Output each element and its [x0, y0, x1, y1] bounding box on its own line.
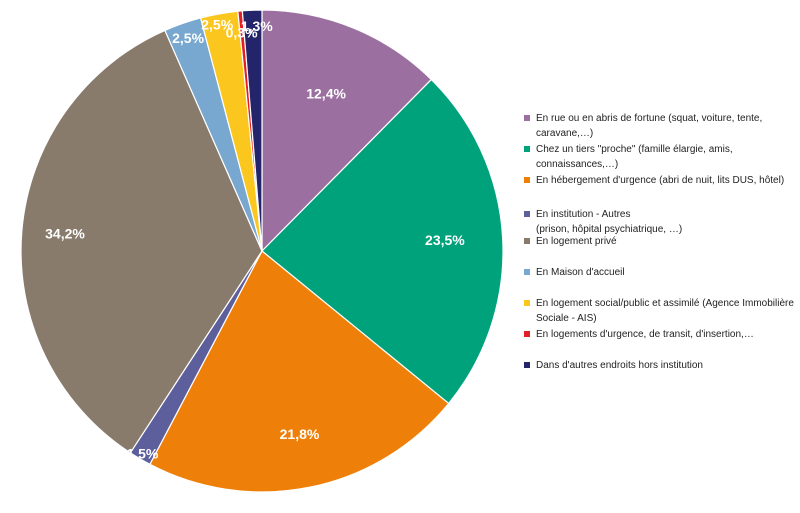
slice-value-label: 21,8% [280, 426, 320, 442]
legend-label: En logements d'urgence, de transit, d'in… [536, 329, 754, 340]
legend-swatch [524, 238, 530, 244]
legend-item: Chez un tiers "proche" (famille élargie,… [524, 142, 794, 172]
legend-label: Chez un tiers "proche" (famille élargie,… [536, 144, 733, 170]
legend-item: Dans d'autres endroits hors institution [524, 358, 794, 373]
legend-item: En logement privé [524, 234, 794, 249]
legend-swatch [524, 300, 530, 306]
legend-label: Dans d'autres endroits hors institution [536, 360, 703, 371]
pie-value-labels: 12,4%23,5%21,8%1,5%34,2%2,5%2,5%0,3%1,3% [45, 16, 465, 461]
legend-label: En logement privé [536, 236, 617, 247]
pie-slice-3 [149, 250, 450, 493]
legend-swatch [524, 115, 530, 121]
legend-item: En hébergement d'urgence (abri de nuit, … [524, 173, 794, 188]
pie-slice-1 [261, 9, 433, 253]
slice-value-label: 23,5% [425, 232, 465, 248]
legend-swatch [524, 331, 530, 337]
pie-slices [20, 9, 504, 493]
legend-label: En Maison d'accueil [536, 267, 625, 278]
legend-item: En logement social/public et assimilé (A… [524, 296, 794, 326]
legend-label: En institution - Autres (prison, hôpital… [536, 209, 683, 235]
pie-slice-5 [20, 29, 263, 454]
slice-value-label: 34,2% [45, 226, 85, 242]
legend-item: En logements d'urgence, de transit, d'in… [524, 327, 794, 342]
legend-swatch [524, 177, 530, 183]
legend-item: En institution - Autres (prison, hôpital… [524, 207, 794, 237]
pie-slice-2 [261, 78, 504, 405]
slice-value-label: 0,3% [226, 25, 258, 41]
legend-label: En rue ou en abris de fortune (squat, vo… [536, 113, 763, 139]
legend-swatch [524, 211, 530, 217]
legend-swatch [524, 362, 530, 368]
slice-value-label: 2,5% [201, 16, 233, 32]
legend-item: En Maison d'accueil [524, 265, 794, 280]
legend-label: En hébergement d'urgence (abri de nuit, … [536, 175, 785, 186]
pie-slice-9 [241, 9, 263, 252]
slice-value-label: 1,3% [241, 18, 273, 34]
legend-label: En logement social/public et assimilé (A… [536, 298, 794, 324]
legend-item: En rue ou en abris de fortune (squat, vo… [524, 111, 794, 141]
slice-value-label: 12,4% [306, 86, 346, 102]
slice-value-label: 1,5% [126, 445, 158, 461]
legend-swatch [524, 269, 530, 275]
legend-swatch [524, 146, 530, 152]
slice-value-label: 2,5% [172, 30, 204, 46]
